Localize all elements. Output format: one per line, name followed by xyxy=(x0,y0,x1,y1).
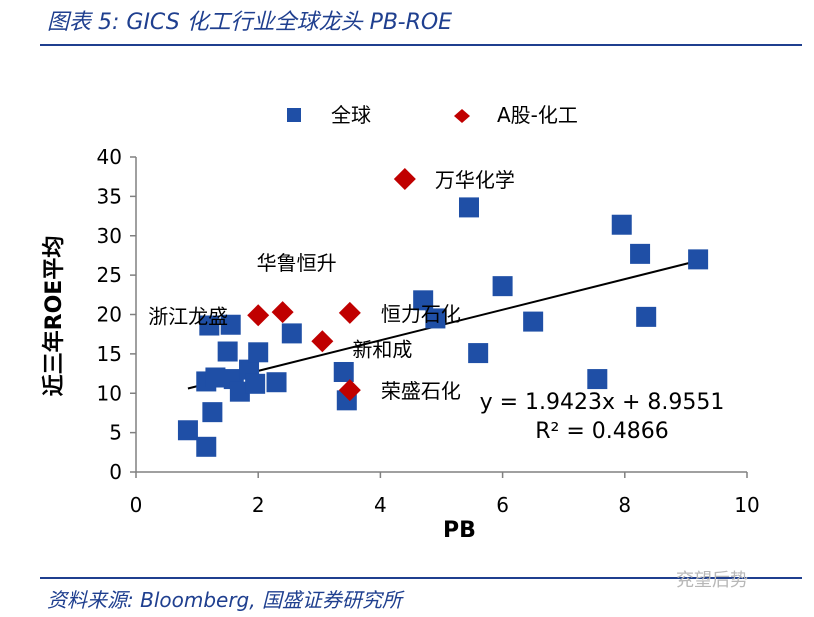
point-global xyxy=(217,341,238,362)
point-global xyxy=(266,372,287,393)
point-global xyxy=(177,420,198,441)
y-tick-label: 25 xyxy=(97,263,122,287)
point-global xyxy=(458,197,479,218)
point-global xyxy=(199,315,220,336)
point-global xyxy=(196,436,217,457)
point-global xyxy=(492,276,513,297)
point-annotation: 浙江龙盛 xyxy=(148,304,228,328)
point-global xyxy=(205,367,226,388)
point-global xyxy=(587,369,608,390)
point-a-share xyxy=(338,379,361,402)
point-global xyxy=(248,342,269,363)
x-tick-label: 4 xyxy=(374,493,387,517)
figure-source: 资料来源: Bloomberg, 国盛证券研究所 xyxy=(47,588,402,612)
y-tick-label: 5 xyxy=(109,421,122,445)
point-a-share xyxy=(393,168,416,191)
figure-title: 图表 5: GICS 化工行业全球龙头 PB-ROE xyxy=(47,10,453,35)
point-global xyxy=(333,361,354,382)
legend-label-global: 全球 xyxy=(331,103,371,127)
title-rule xyxy=(40,44,802,46)
x-tick-label: 0 xyxy=(130,493,143,517)
point-annotation: 荣盛石化 xyxy=(381,379,461,403)
point-global xyxy=(281,323,302,344)
point-global xyxy=(220,314,241,335)
point-annotation: 新和成 xyxy=(352,337,412,361)
point-annotation: 恒力石化 xyxy=(381,302,461,326)
point-global xyxy=(425,308,446,329)
point-a-share xyxy=(247,304,270,327)
point-global xyxy=(611,214,632,235)
point-annotation: 万华化学 xyxy=(435,168,515,192)
y-tick-label: 30 xyxy=(97,224,122,248)
trendline-equation: y = 1.9423x + 8.9551 xyxy=(480,390,725,415)
legend-marker-a-share xyxy=(454,109,470,123)
x-tick-label: 2 xyxy=(252,493,265,517)
point-a-share xyxy=(311,330,334,353)
point-global xyxy=(688,249,709,270)
x-tick-label: 10 xyxy=(734,493,759,517)
point-global xyxy=(630,243,651,264)
y-axis-label: 近三年ROE平均 xyxy=(42,235,67,397)
x-tick-label: 8 xyxy=(618,493,631,517)
y-tick-label: 35 xyxy=(97,184,122,208)
x-tick-label: 6 xyxy=(496,493,509,517)
legend-marker-global xyxy=(287,108,301,122)
legend-label-a-share: A股-化工 xyxy=(497,103,578,127)
point-global xyxy=(202,402,223,423)
trendline-r2: R² = 0.4866 xyxy=(535,419,669,444)
point-global xyxy=(468,343,489,364)
y-tick-label: 10 xyxy=(97,381,122,405)
point-annotation: 华鲁恒升 xyxy=(257,251,337,275)
y-tick-label: 15 xyxy=(97,342,122,366)
watermark-text: 兖望后势 xyxy=(676,570,748,591)
x-axis-label: PB xyxy=(443,518,476,543)
point-a-share xyxy=(338,301,361,324)
point-global xyxy=(413,290,434,311)
point-global xyxy=(229,381,250,402)
y-tick-label: 0 xyxy=(109,460,122,484)
point-global xyxy=(523,311,544,332)
point-global xyxy=(636,306,657,327)
y-tick-label: 40 xyxy=(97,145,122,169)
point-a-share xyxy=(271,301,294,324)
point-global xyxy=(245,373,266,394)
y-tick-label: 20 xyxy=(97,303,122,327)
source-rule xyxy=(40,577,802,579)
